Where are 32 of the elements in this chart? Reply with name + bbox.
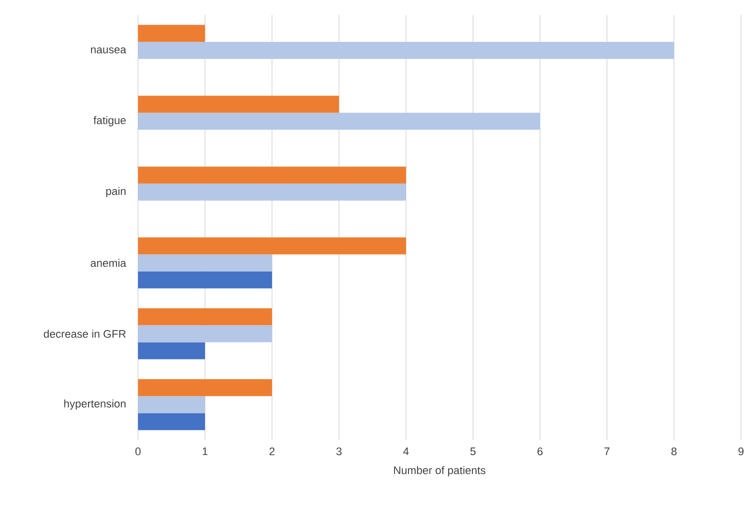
bar [138, 379, 272, 396]
x-tick-label: 5 [470, 448, 476, 456]
y-tick-label: pain [106, 186, 126, 198]
bar [138, 112, 540, 130]
bar [138, 308, 272, 326]
bar [138, 342, 206, 360]
bar [138, 184, 406, 201]
bar [138, 396, 206, 414]
bar [138, 166, 406, 184]
x-tick-label: 1 [202, 448, 208, 456]
y-tick-label: nausea [91, 47, 126, 54]
bar [138, 237, 406, 254]
bar [138, 325, 272, 342]
y-tick-label: fatigue [93, 116, 126, 126]
y-tick-label: decrease in GFR [44, 330, 126, 338]
bar [138, 96, 340, 113]
x-tick-label: 6 [538, 448, 543, 456]
x-tick-label: 4 [403, 448, 409, 456]
x-tick-label: 7 [604, 448, 610, 456]
bar [138, 254, 272, 272]
bar [138, 42, 674, 59]
x-tick-label: 3 [336, 448, 342, 456]
y-tick-label: hypertension [64, 399, 126, 410]
x-axis-title: Number of patients [394, 466, 486, 476]
x-tick-label: 2 [270, 448, 275, 456]
bar [138, 24, 206, 42]
y-tick-label: anemia [90, 258, 126, 267]
x-tick-label: 0 [135, 448, 141, 456]
x-tick-label: 8 [671, 448, 677, 456]
x-tick-label: 9 [738, 448, 744, 456]
bar [138, 413, 206, 430]
bar [138, 271, 272, 288]
